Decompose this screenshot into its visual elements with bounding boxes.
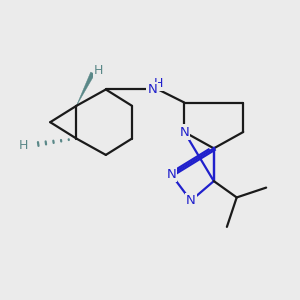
Text: N: N: [179, 125, 189, 139]
Polygon shape: [76, 72, 95, 106]
Text: N: N: [186, 194, 196, 207]
Text: N: N: [147, 83, 157, 96]
Text: H: H: [154, 77, 163, 90]
Text: H: H: [19, 139, 28, 152]
Text: N: N: [167, 168, 176, 181]
Text: H: H: [94, 64, 103, 77]
